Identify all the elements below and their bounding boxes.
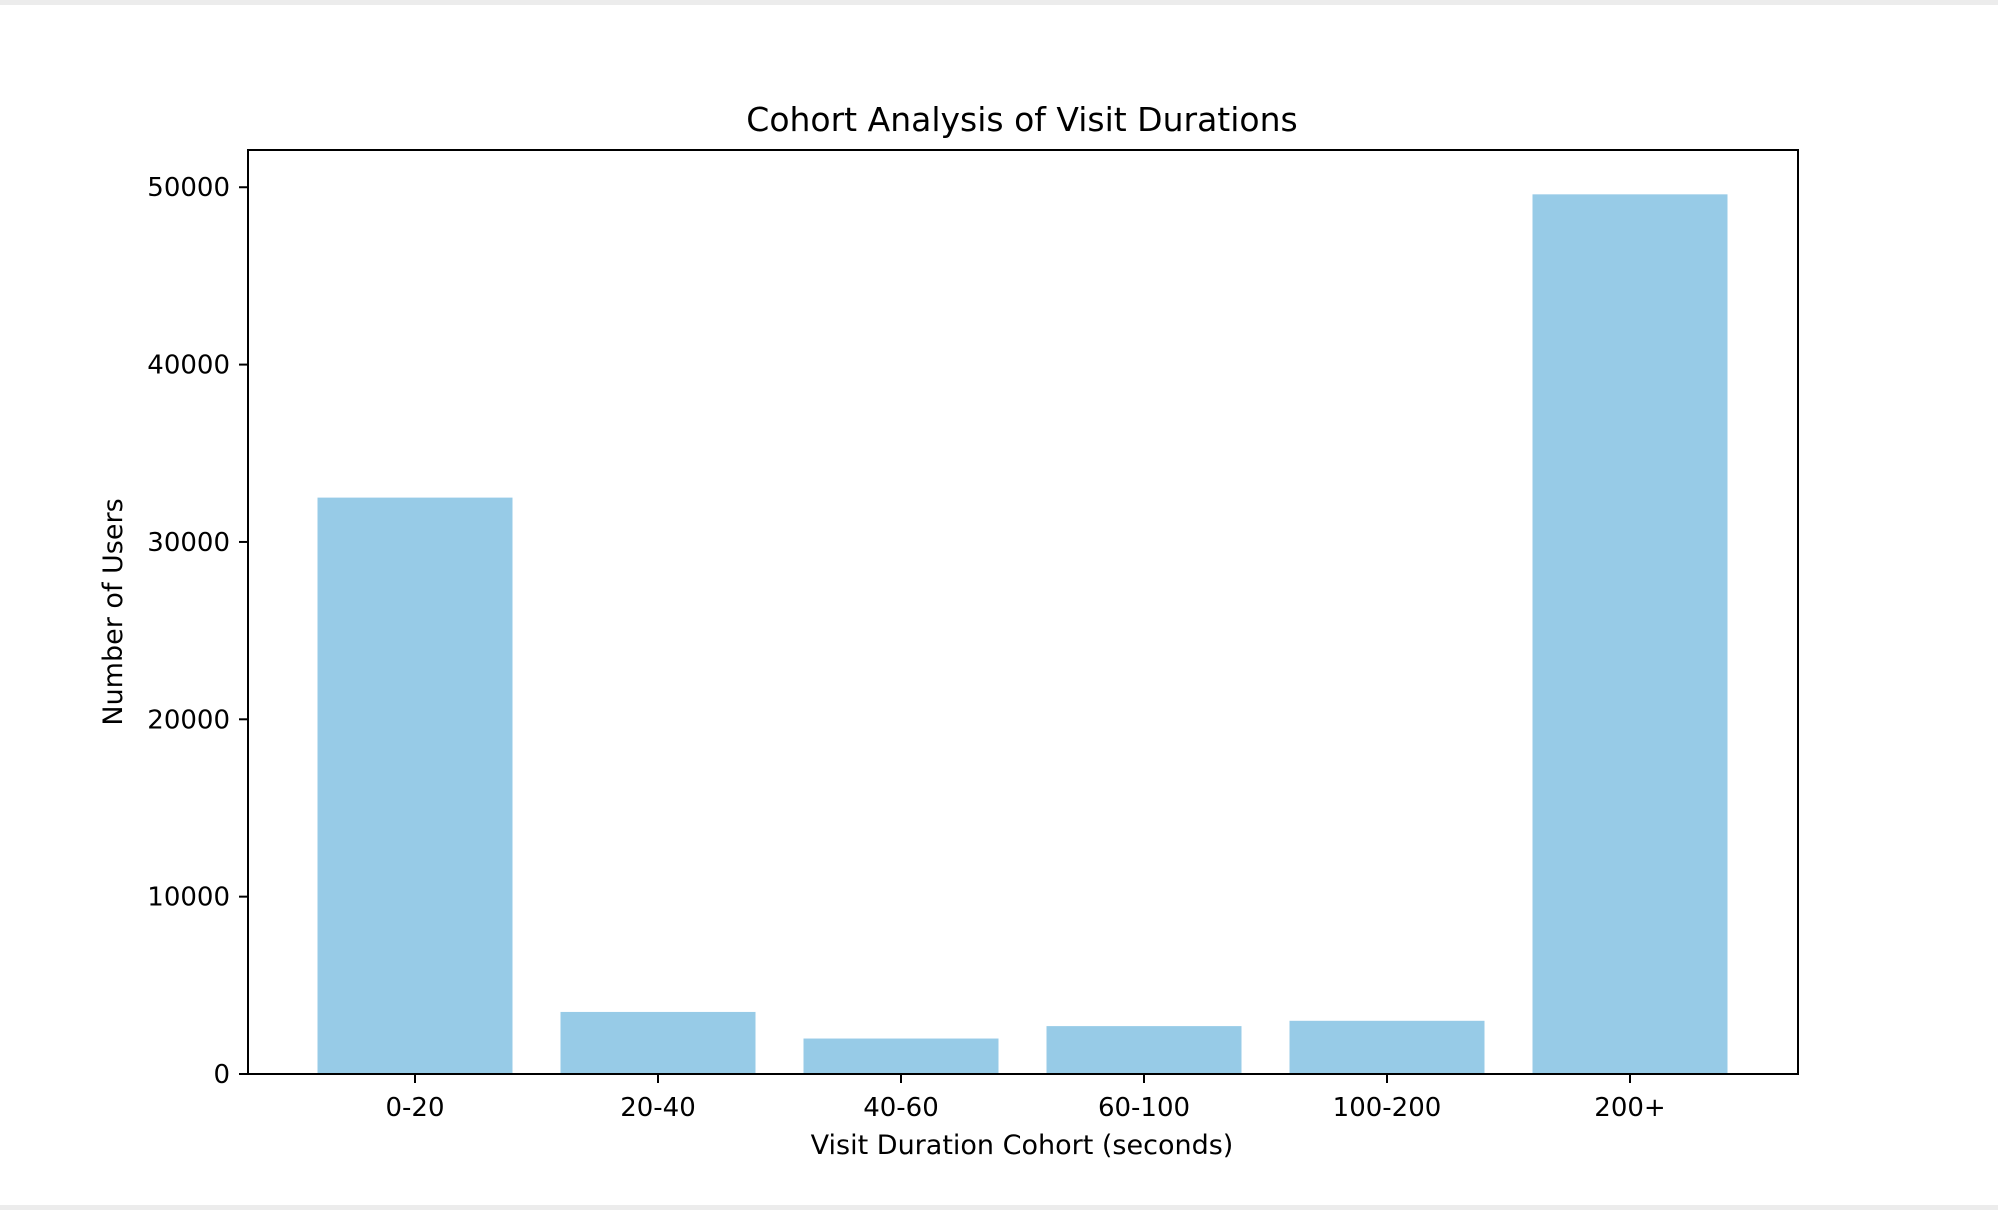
y-tick-label: 20000 — [147, 705, 230, 735]
bar-100-200 — [1289, 1020, 1485, 1074]
bar-20-40 — [560, 1011, 756, 1074]
y-tick-label: 0 — [213, 1060, 230, 1090]
y-tick-label: 30000 — [147, 528, 230, 558]
y-tick-label: 50000 — [147, 173, 230, 203]
y-axis-ticks: 0 10000 20000 30000 40000 50000 — [147, 173, 248, 1090]
y-axis-title: Number of Users — [98, 498, 129, 725]
y-tick-label: 10000 — [147, 883, 230, 913]
x-tick-label: 40-60 — [863, 1093, 939, 1123]
plot-area-frame — [247, 149, 1799, 1075]
x-tick-label: 60-100 — [1098, 1093, 1190, 1123]
x-tick-label: 20-40 — [620, 1093, 696, 1123]
x-tick-label: 100-200 — [1333, 1093, 1442, 1123]
y-tick-label: 40000 — [147, 351, 230, 381]
bar-40-60 — [803, 1038, 999, 1074]
bar-200+ — [1532, 194, 1728, 1074]
bar-60-100 — [1046, 1026, 1242, 1074]
bars-group — [317, 194, 1728, 1074]
x-axis-title: Visit Duration Cohort (seconds) — [811, 1130, 1234, 1161]
x-tick-label: 0-20 — [385, 1093, 444, 1123]
chart-title: Cohort Analysis of Visit Durations — [746, 100, 1297, 139]
x-axis-ticks: 0-20 20-40 40-60 60-100 100-200 200+ — [385, 1074, 1666, 1123]
bar-0-20 — [317, 497, 513, 1074]
x-tick-label: 200+ — [1594, 1093, 1665, 1123]
